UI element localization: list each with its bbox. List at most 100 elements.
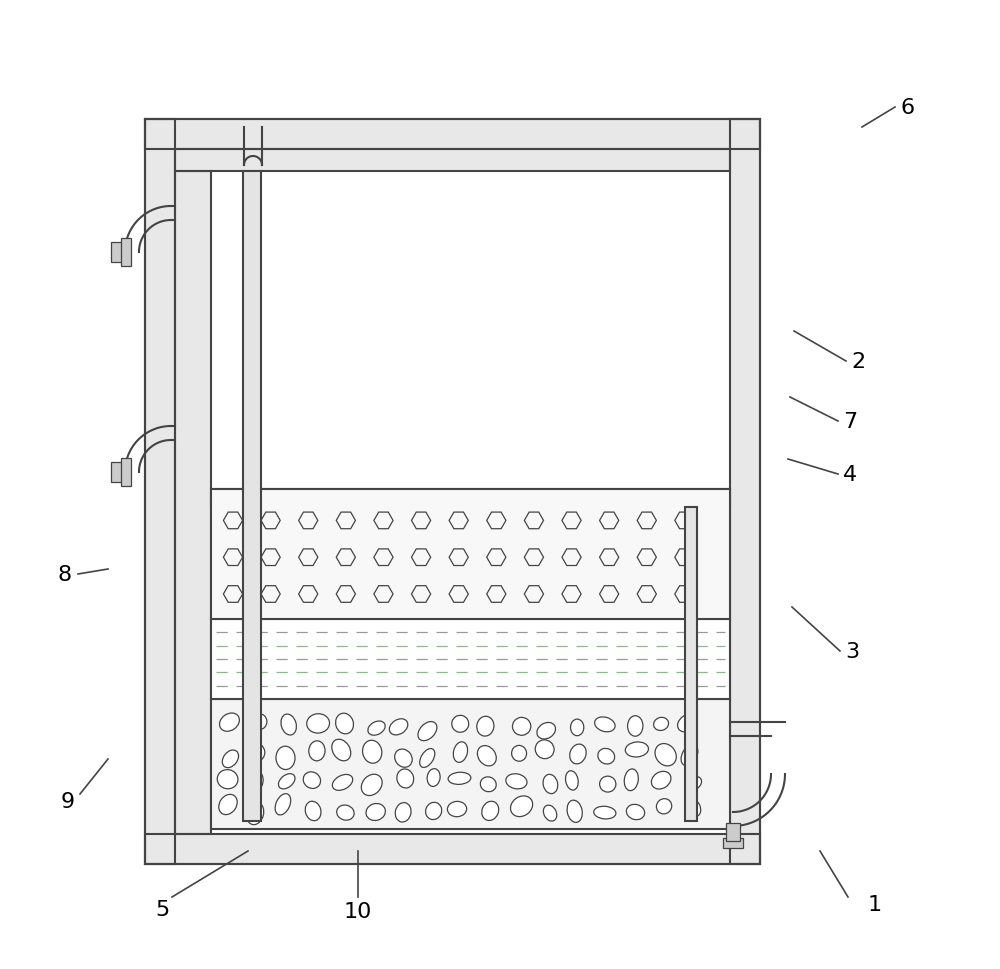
Bar	[211, 489, 730, 508]
Ellipse shape	[626, 804, 645, 820]
Ellipse shape	[594, 806, 616, 819]
Ellipse shape	[251, 714, 267, 730]
Ellipse shape	[426, 802, 442, 820]
Text: 3: 3	[845, 641, 859, 661]
Ellipse shape	[598, 749, 615, 765]
Ellipse shape	[219, 795, 237, 815]
Ellipse shape	[247, 768, 263, 791]
Ellipse shape	[477, 716, 494, 736]
Ellipse shape	[332, 774, 353, 791]
Ellipse shape	[332, 739, 351, 761]
Ellipse shape	[427, 768, 440, 787]
Ellipse shape	[651, 771, 671, 789]
Ellipse shape	[506, 774, 527, 789]
Ellipse shape	[452, 715, 469, 733]
Bar	[730, 120, 760, 864]
Ellipse shape	[482, 801, 499, 821]
Ellipse shape	[566, 771, 578, 791]
Ellipse shape	[368, 721, 385, 735]
Text: 5: 5	[155, 899, 169, 919]
Ellipse shape	[246, 802, 264, 825]
Ellipse shape	[278, 774, 295, 789]
Ellipse shape	[448, 772, 471, 785]
Ellipse shape	[512, 718, 531, 735]
Ellipse shape	[305, 801, 321, 821]
Ellipse shape	[453, 742, 468, 763]
Ellipse shape	[567, 800, 582, 823]
Text: 1: 1	[868, 894, 882, 914]
Bar	[175, 150, 730, 834]
Bar	[175, 150, 730, 172]
Text: 10: 10	[344, 901, 372, 922]
Ellipse shape	[655, 744, 676, 766]
Ellipse shape	[307, 714, 330, 734]
Text: 6: 6	[901, 98, 915, 118]
Ellipse shape	[217, 769, 238, 789]
Ellipse shape	[395, 802, 411, 822]
Bar	[111, 462, 123, 483]
Bar	[685, 508, 697, 821]
Ellipse shape	[625, 742, 648, 757]
Ellipse shape	[220, 713, 239, 732]
Bar	[211, 619, 730, 700]
Ellipse shape	[681, 745, 698, 766]
Bar	[145, 120, 760, 150]
Ellipse shape	[337, 805, 354, 821]
Ellipse shape	[535, 740, 554, 759]
Ellipse shape	[570, 744, 586, 765]
Ellipse shape	[654, 718, 669, 731]
Bar	[121, 238, 131, 266]
Bar	[121, 458, 131, 486]
Ellipse shape	[543, 774, 558, 794]
Bar	[145, 834, 760, 864]
Ellipse shape	[480, 777, 496, 792]
Bar	[211, 489, 730, 508]
Bar	[145, 120, 760, 150]
Ellipse shape	[366, 803, 385, 821]
Bar	[175, 172, 211, 834]
Bar	[211, 489, 730, 619]
Ellipse shape	[571, 719, 584, 735]
Ellipse shape	[389, 719, 408, 735]
Ellipse shape	[511, 797, 533, 817]
Bar	[145, 120, 175, 864]
Text: 4: 4	[843, 464, 857, 484]
Ellipse shape	[222, 750, 239, 767]
Ellipse shape	[678, 714, 697, 733]
Bar	[243, 172, 261, 821]
Ellipse shape	[686, 776, 702, 791]
Bar	[145, 834, 760, 864]
Ellipse shape	[336, 713, 353, 735]
Ellipse shape	[395, 749, 412, 767]
Bar	[726, 823, 740, 841]
Bar	[175, 150, 730, 172]
Ellipse shape	[309, 741, 325, 761]
Bar	[175, 172, 211, 834]
Text: 2: 2	[851, 352, 865, 372]
Ellipse shape	[418, 722, 437, 741]
Ellipse shape	[397, 769, 414, 788]
Ellipse shape	[687, 799, 701, 817]
Bar	[145, 120, 175, 864]
Ellipse shape	[447, 801, 467, 817]
Ellipse shape	[275, 794, 291, 815]
Ellipse shape	[656, 798, 672, 814]
Text: 8: 8	[58, 564, 72, 584]
Ellipse shape	[420, 749, 435, 767]
Ellipse shape	[281, 714, 296, 735]
Ellipse shape	[537, 723, 556, 739]
Bar	[730, 120, 760, 864]
Ellipse shape	[303, 772, 321, 789]
Ellipse shape	[595, 717, 615, 732]
Text: 9: 9	[61, 791, 75, 811]
Ellipse shape	[276, 746, 295, 769]
Bar	[211, 700, 730, 829]
Ellipse shape	[512, 745, 527, 762]
Bar	[723, 838, 743, 848]
Ellipse shape	[363, 740, 382, 764]
Ellipse shape	[543, 805, 557, 822]
Ellipse shape	[628, 716, 643, 736]
Ellipse shape	[246, 743, 265, 762]
Ellipse shape	[361, 774, 382, 796]
Ellipse shape	[624, 769, 638, 791]
